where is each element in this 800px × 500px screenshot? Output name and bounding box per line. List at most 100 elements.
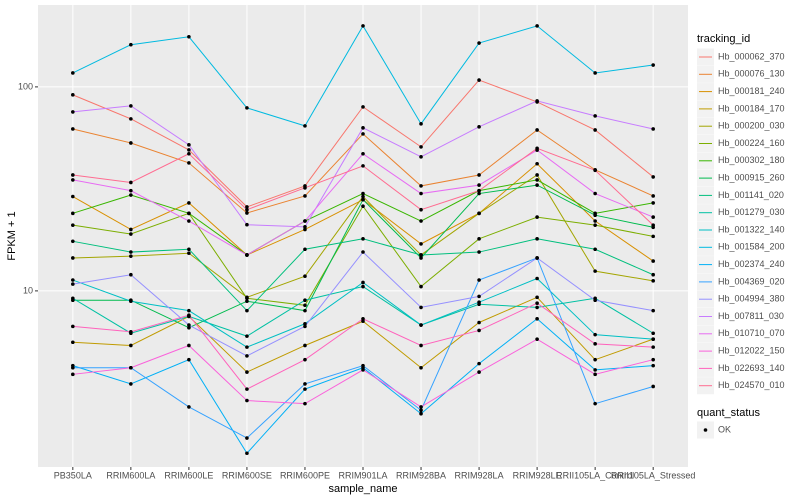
data-point — [245, 436, 249, 440]
data-point — [187, 148, 191, 152]
data-point — [477, 78, 481, 82]
data-point — [651, 175, 655, 179]
data-point — [187, 211, 191, 216]
data-point — [651, 63, 655, 67]
data-point — [245, 387, 249, 391]
y-axis-title: FPKM + 1 — [6, 211, 18, 260]
data-point — [129, 254, 133, 258]
data-point — [593, 219, 597, 223]
data-point — [361, 250, 365, 254]
data-point — [129, 227, 133, 232]
data-point — [361, 368, 365, 372]
data-point — [361, 105, 365, 109]
data-point — [535, 161, 539, 166]
legend-title: quant_status — [697, 407, 760, 419]
legend-label: Hb_000224_160 — [718, 138, 785, 148]
data-point — [593, 372, 597, 377]
data-point — [535, 316, 539, 321]
data-point — [419, 253, 423, 257]
data-point — [361, 284, 365, 289]
data-point — [245, 207, 249, 212]
data-point — [129, 250, 133, 254]
data-point — [187, 143, 191, 147]
legend-label: Hb_004994_380 — [718, 294, 785, 304]
data-point — [593, 71, 597, 75]
data-point — [535, 173, 539, 177]
x-tick-label: RRIM928BA — [396, 470, 446, 480]
legend-label: Hb_000915_260 — [718, 172, 785, 182]
data-point — [593, 357, 597, 362]
data-point — [187, 201, 191, 205]
data-point — [651, 259, 655, 263]
x-axis-title: sample_name — [328, 483, 397, 495]
x-tick-label: RRIM600SE — [222, 470, 272, 480]
data-point — [361, 164, 365, 168]
data-point — [71, 340, 75, 345]
data-point — [303, 186, 307, 190]
data-point — [535, 337, 539, 341]
data-point — [535, 301, 539, 306]
data-point — [477, 370, 481, 374]
data-point — [129, 343, 133, 348]
data-point — [303, 194, 307, 198]
data-point — [419, 305, 423, 310]
legend-label: Hb_022693_140 — [718, 363, 785, 373]
data-point — [71, 324, 75, 329]
data-point — [593, 332, 597, 337]
legend-label: Hb_000184_170 — [718, 103, 785, 113]
data-point — [129, 117, 133, 121]
data-point — [245, 106, 249, 110]
data-point — [129, 272, 133, 277]
data-point — [535, 183, 539, 187]
data-point — [651, 272, 655, 277]
y-tick-label: 100 — [18, 81, 33, 91]
data-point — [187, 313, 191, 318]
data-point — [651, 337, 655, 341]
legend-label: Hb_024570_010 — [718, 380, 785, 390]
legend-label: Hb_002374_240 — [718, 259, 785, 269]
data-point — [651, 127, 655, 131]
data-point — [187, 161, 191, 165]
data-point — [651, 215, 655, 219]
data-point — [419, 184, 423, 188]
data-point — [419, 122, 423, 126]
data-point — [419, 242, 423, 246]
legend-label: Hb_010710_070 — [718, 328, 785, 338]
data-point — [477, 237, 481, 241]
data-point — [361, 197, 365, 202]
data-point — [129, 141, 133, 145]
data-point — [245, 398, 249, 403]
data-point — [303, 274, 307, 279]
data-point — [419, 191, 423, 196]
data-point — [361, 194, 365, 199]
data-point — [477, 191, 481, 196]
data-point — [419, 207, 423, 212]
data-point — [361, 237, 365, 241]
data-point — [593, 191, 597, 196]
x-tick-label: RRIM600LA — [106, 470, 155, 480]
data-point — [129, 382, 133, 386]
data-point — [651, 357, 655, 362]
data-point — [535, 178, 539, 182]
data-point — [187, 343, 191, 348]
data-point — [303, 298, 307, 303]
data-point — [187, 357, 191, 362]
data-point — [419, 145, 423, 149]
data-point — [361, 316, 365, 321]
legend-label: Hb_001584_200 — [718, 242, 785, 252]
data-point — [593, 223, 597, 227]
data-point — [361, 151, 365, 156]
legend-label: Hb_000181_240 — [718, 86, 785, 96]
data-point — [303, 387, 307, 391]
data-point — [129, 42, 133, 47]
data-point — [361, 132, 365, 136]
data-point — [71, 296, 75, 301]
data-point — [361, 204, 365, 209]
data-point — [651, 308, 655, 313]
data-point — [129, 193, 133, 197]
data-point — [71, 365, 75, 370]
data-point — [71, 93, 75, 97]
data-point — [187, 405, 191, 409]
data-point — [187, 308, 191, 313]
